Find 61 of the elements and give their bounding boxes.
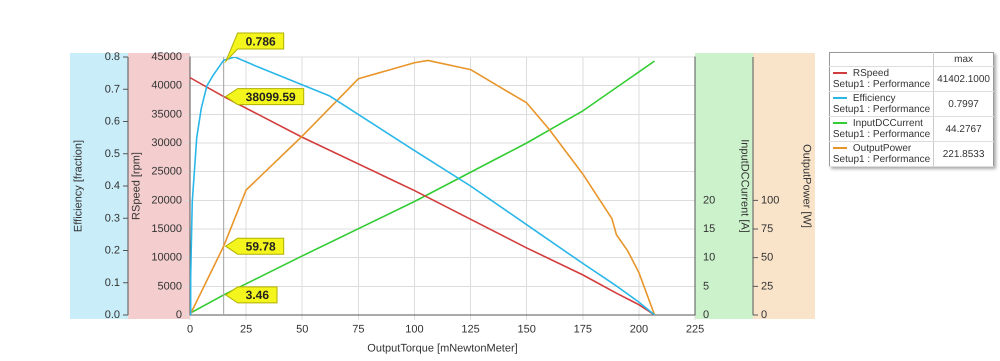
y-tick-label: 5000 bbox=[158, 280, 182, 292]
text: max bbox=[934, 52, 994, 66]
text: 221.8533 bbox=[934, 142, 994, 166]
legend-label: OutputPower bbox=[852, 143, 912, 154]
text: 44.2767 bbox=[934, 116, 994, 142]
y-tick-label: 25000 bbox=[151, 166, 182, 178]
y-tick-label: 0.1 bbox=[104, 276, 120, 289]
y-tick-label: 35000 bbox=[151, 108, 182, 120]
y-tick-label: 15000 bbox=[151, 223, 182, 236]
y2-tick-label: 10 bbox=[703, 252, 716, 264]
x-tick-label: 50 bbox=[296, 324, 308, 336]
x-tick-label: 150 bbox=[517, 324, 536, 336]
x-axis-title: OutputTorque [mNewtonMeter] bbox=[367, 342, 518, 354]
y-axis-title: RSpeed [rpm] bbox=[130, 152, 143, 220]
text: 0.7997 bbox=[934, 92, 994, 116]
y2-axis-title: InputDCCurrent [A] bbox=[738, 139, 750, 233]
y-tick-label: 0.4 bbox=[104, 180, 120, 192]
y-tick-label: 0.6 bbox=[104, 116, 120, 128]
y2-tick-label: 15 bbox=[703, 223, 716, 236]
x-tick-label: 75 bbox=[352, 324, 364, 336]
legend-label: RSpeed bbox=[852, 68, 890, 79]
legend-label: InputDCCurrent bbox=[852, 118, 923, 129]
y-tick-label: 45000 bbox=[151, 51, 182, 64]
text: Setup1 : Performance bbox=[832, 129, 930, 140]
y2-tick-label: 0 bbox=[761, 309, 768, 322]
x-tick-label: 175 bbox=[574, 324, 592, 336]
text: 41402.1000 bbox=[934, 66, 994, 92]
y-tick-label: 30000 bbox=[151, 137, 182, 150]
y-tick-label: 0.8 bbox=[104, 51, 120, 64]
annotation: 0.786 bbox=[246, 34, 276, 48]
y-tick-label: 0.3 bbox=[104, 212, 120, 224]
y-tick-label: 0 bbox=[176, 309, 182, 322]
x-tick-label: 200 bbox=[630, 324, 648, 336]
y2-axis-title: OutputPower [W] bbox=[800, 144, 812, 228]
x-tick-label: 100 bbox=[405, 324, 424, 336]
y-tick-label: 0.7 bbox=[104, 83, 120, 96]
y2-tick-label: 50 bbox=[761, 252, 774, 264]
text: Setup1 : Performance bbox=[832, 79, 930, 90]
y-tick-label: 0.0 bbox=[104, 309, 120, 322]
y2-tick-label: 20 bbox=[703, 194, 716, 206]
text: Setup1 : Performance bbox=[832, 154, 930, 165]
y-axis-title: Efficiency [fraction] bbox=[72, 140, 85, 232]
annotation: 3.46 bbox=[246, 288, 270, 302]
y2-tick-label: 25 bbox=[761, 280, 774, 292]
y-tick-label: 0.2 bbox=[104, 244, 120, 257]
y-tick-label: 40000 bbox=[151, 80, 182, 92]
y2-tick-label: 75 bbox=[761, 223, 774, 236]
annotation: 38099.59 bbox=[246, 90, 296, 104]
y-tick-label: 0.5 bbox=[104, 148, 120, 160]
y2-tick-label: 100 bbox=[761, 194, 780, 206]
y-tick-label: 20000 bbox=[151, 194, 182, 206]
legend-label: Efficiency bbox=[852, 93, 896, 104]
y2-tick-label: 0 bbox=[703, 309, 710, 322]
annotation: 59.78 bbox=[246, 240, 276, 254]
x-tick-label: 25 bbox=[240, 324, 252, 336]
y-tick-label: 10000 bbox=[151, 252, 182, 264]
x-tick-label: 0 bbox=[186, 324, 194, 336]
x-tick-label: 125 bbox=[461, 324, 480, 336]
text: Setup1 : Performance bbox=[832, 104, 930, 115]
y2-tick-label: 5 bbox=[703, 280, 710, 292]
x-tick-label: 225 bbox=[686, 324, 704, 336]
